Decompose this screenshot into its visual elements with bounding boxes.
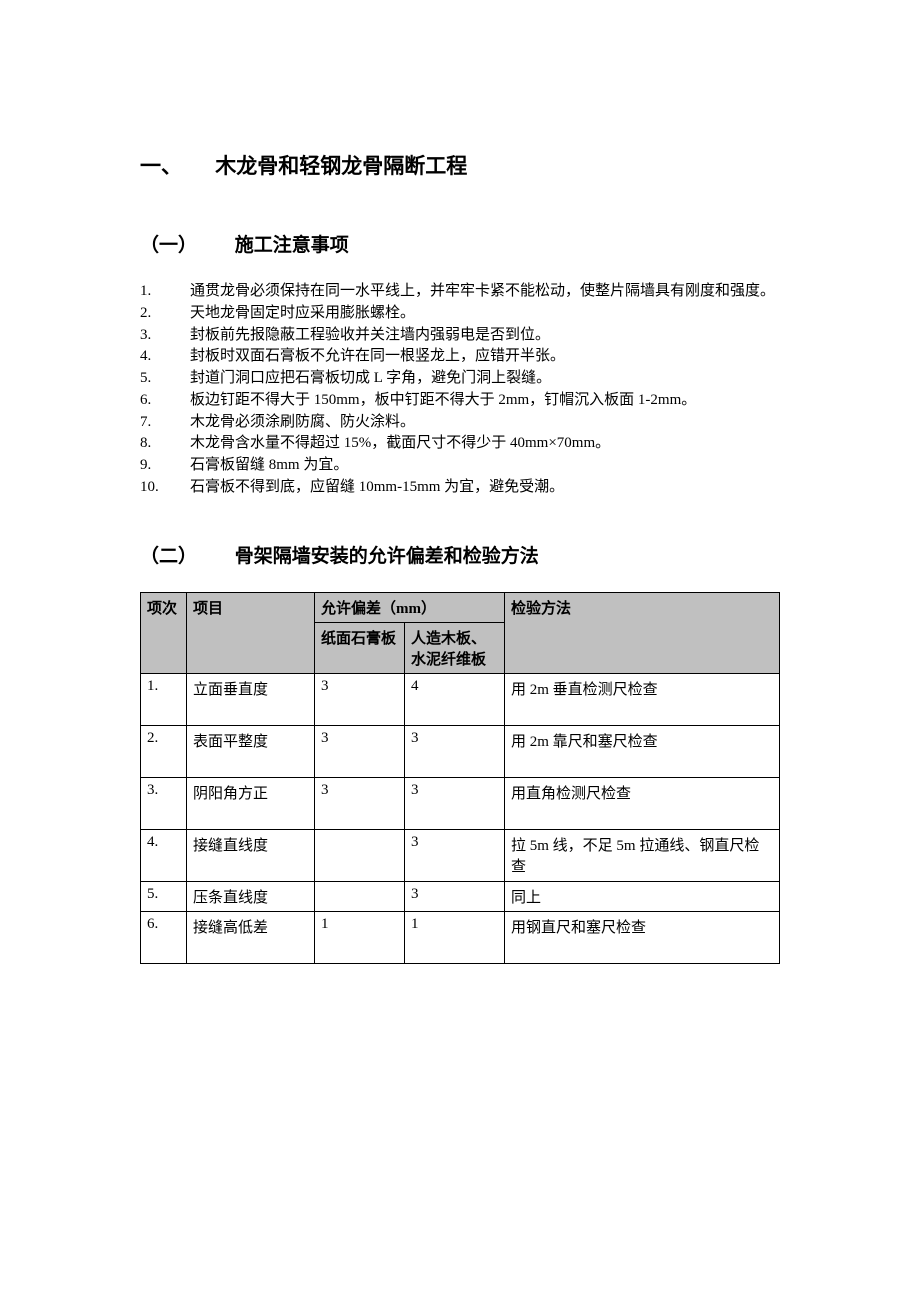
table-row: 1. 立面垂直度 3 4 用 2m 垂直检测尺检查 [141,673,780,725]
cell-method: 拉 5m 线，不足 5m 拉通线、钢直尺检查 [505,829,780,881]
table-row: 2. 表面平整度 3 3 用 2m 靠尺和塞尺检查 [141,725,780,777]
notes-list: 1. 通贯龙骨必须保持在同一水平线上，并牢牢卡紧不能松动，使整片隔墙具有刚度和强… [140,281,780,499]
deviation-table: 项次 项目 允许偏差（mm） 检验方法 纸面石膏板 人造木板、水泥纤维板 1. … [140,592,780,964]
note-text: 木龙骨含水量不得超过 15%，截面尺寸不得少于 40mm×70mm。 [190,433,780,455]
cell-idx: 6. [141,911,187,963]
cell-a: 3 [315,725,405,777]
cell-idx: 1. [141,673,187,725]
table-row: 3. 阴阳角方正 3 3 用直角检测尺检查 [141,777,780,829]
note-text: 石膏板不得到底，应留缝 10mm-15mm 为宜，避免受潮。 [190,477,780,499]
cell-b: 3 [405,725,505,777]
cell-b: 3 [405,881,505,911]
cell-item: 立面垂直度 [187,673,315,725]
cell-b: 3 [405,777,505,829]
note-num: 7. [140,412,190,434]
note-num: 3. [140,325,190,347]
cell-a: 3 [315,777,405,829]
cell-a [315,829,405,881]
cell-method: 用 2m 靠尺和塞尺检查 [505,725,780,777]
note-num: 2. [140,303,190,325]
note-num: 8. [140,433,190,455]
note-num: 5. [140,368,190,390]
th-dev-group: 允许偏差（mm） [315,592,505,622]
cell-b: 1 [405,911,505,963]
h2b-num: （二） [140,541,230,568]
cell-method: 用直角检测尺检查 [505,777,780,829]
th-method: 检验方法 [505,592,780,673]
note-num: 10. [140,477,190,499]
note-text: 板边钉距不得大于 150mm，板中钉距不得大于 2mm，钉帽沉入板面 1-2mm… [190,390,780,412]
note-item: 6. 板边钉距不得大于 150mm，板中钉距不得大于 2mm，钉帽沉入板面 1-… [140,390,780,412]
cell-a: 3 [315,673,405,725]
th-idx: 项次 [141,592,187,673]
cell-method: 同上 [505,881,780,911]
th-col-a: 纸面石膏板 [315,622,405,673]
cell-item: 阴阳角方正 [187,777,315,829]
cell-b: 3 [405,829,505,881]
h1-text: 木龙骨和轻钢龙骨隔断工程 [215,154,467,178]
cell-item: 接缝高低差 [187,911,315,963]
h2a-num: （一） [140,230,230,257]
note-text: 天地龙骨固定时应采用膨胀螺栓。 [190,303,780,325]
h1-num: 一、 [140,150,210,180]
note-text: 石膏板留缝 8mm 为宜。 [190,455,780,477]
cell-method: 用钢直尺和塞尺检查 [505,911,780,963]
subsection-heading-a: （一） 施工注意事项 [140,230,780,257]
th-col-b: 人造木板、水泥纤维板 [405,622,505,673]
cell-item: 压条直线度 [187,881,315,911]
note-text: 封板前先报隐蔽工程验收并关注墙内强弱电是否到位。 [190,325,780,347]
cell-idx: 4. [141,829,187,881]
subsection-heading-b: （二） 骨架隔墙安装的允许偏差和检验方法 [140,541,780,568]
section-heading-1: 一、 木龙骨和轻钢龙骨隔断工程 [140,150,780,180]
h2a-text: 施工注意事项 [235,235,349,256]
note-num: 6. [140,390,190,412]
note-num: 4. [140,346,190,368]
cell-a: 1 [315,911,405,963]
cell-item: 接缝直线度 [187,829,315,881]
note-item: 10. 石膏板不得到底，应留缝 10mm-15mm 为宜，避免受潮。 [140,477,780,499]
note-text: 封板时双面石膏板不允许在同一根竖龙上，应错开半张。 [190,346,780,368]
note-text: 封道门洞口应把石膏板切成 L 字角，避免门洞上裂缝。 [190,368,780,390]
cell-method: 用 2m 垂直检测尺检查 [505,673,780,725]
note-item: 4. 封板时双面石膏板不允许在同一根竖龙上，应错开半张。 [140,346,780,368]
note-num: 9. [140,455,190,477]
note-item: 8. 木龙骨含水量不得超过 15%，截面尺寸不得少于 40mm×70mm。 [140,433,780,455]
cell-b: 4 [405,673,505,725]
cell-item: 表面平整度 [187,725,315,777]
cell-idx: 5. [141,881,187,911]
note-text: 木龙骨必须涂刷防腐、防火涂料。 [190,412,780,434]
table-row: 6. 接缝高低差 1 1 用钢直尺和塞尺检查 [141,911,780,963]
note-item: 3. 封板前先报隐蔽工程验收并关注墙内强弱电是否到位。 [140,325,780,347]
note-item: 7. 木龙骨必须涂刷防腐、防火涂料。 [140,412,780,434]
th-item: 项目 [187,592,315,673]
table-row: 4. 接缝直线度 3 拉 5m 线，不足 5m 拉通线、钢直尺检查 [141,829,780,881]
cell-idx: 2. [141,725,187,777]
note-num: 1. [140,281,190,303]
cell-idx: 3. [141,777,187,829]
table-row: 5. 压条直线度 3 同上 [141,881,780,911]
note-item: 9. 石膏板留缝 8mm 为宜。 [140,455,780,477]
cell-a [315,881,405,911]
note-item: 5. 封道门洞口应把石膏板切成 L 字角，避免门洞上裂缝。 [140,368,780,390]
note-text: 通贯龙骨必须保持在同一水平线上，并牢牢卡紧不能松动，使整片隔墙具有刚度和强度。 [190,281,780,303]
note-item: 2. 天地龙骨固定时应采用膨胀螺栓。 [140,303,780,325]
note-item: 1. 通贯龙骨必须保持在同一水平线上，并牢牢卡紧不能松动，使整片隔墙具有刚度和强… [140,281,780,303]
h2b-text: 骨架隔墙安装的允许偏差和检验方法 [235,546,539,567]
